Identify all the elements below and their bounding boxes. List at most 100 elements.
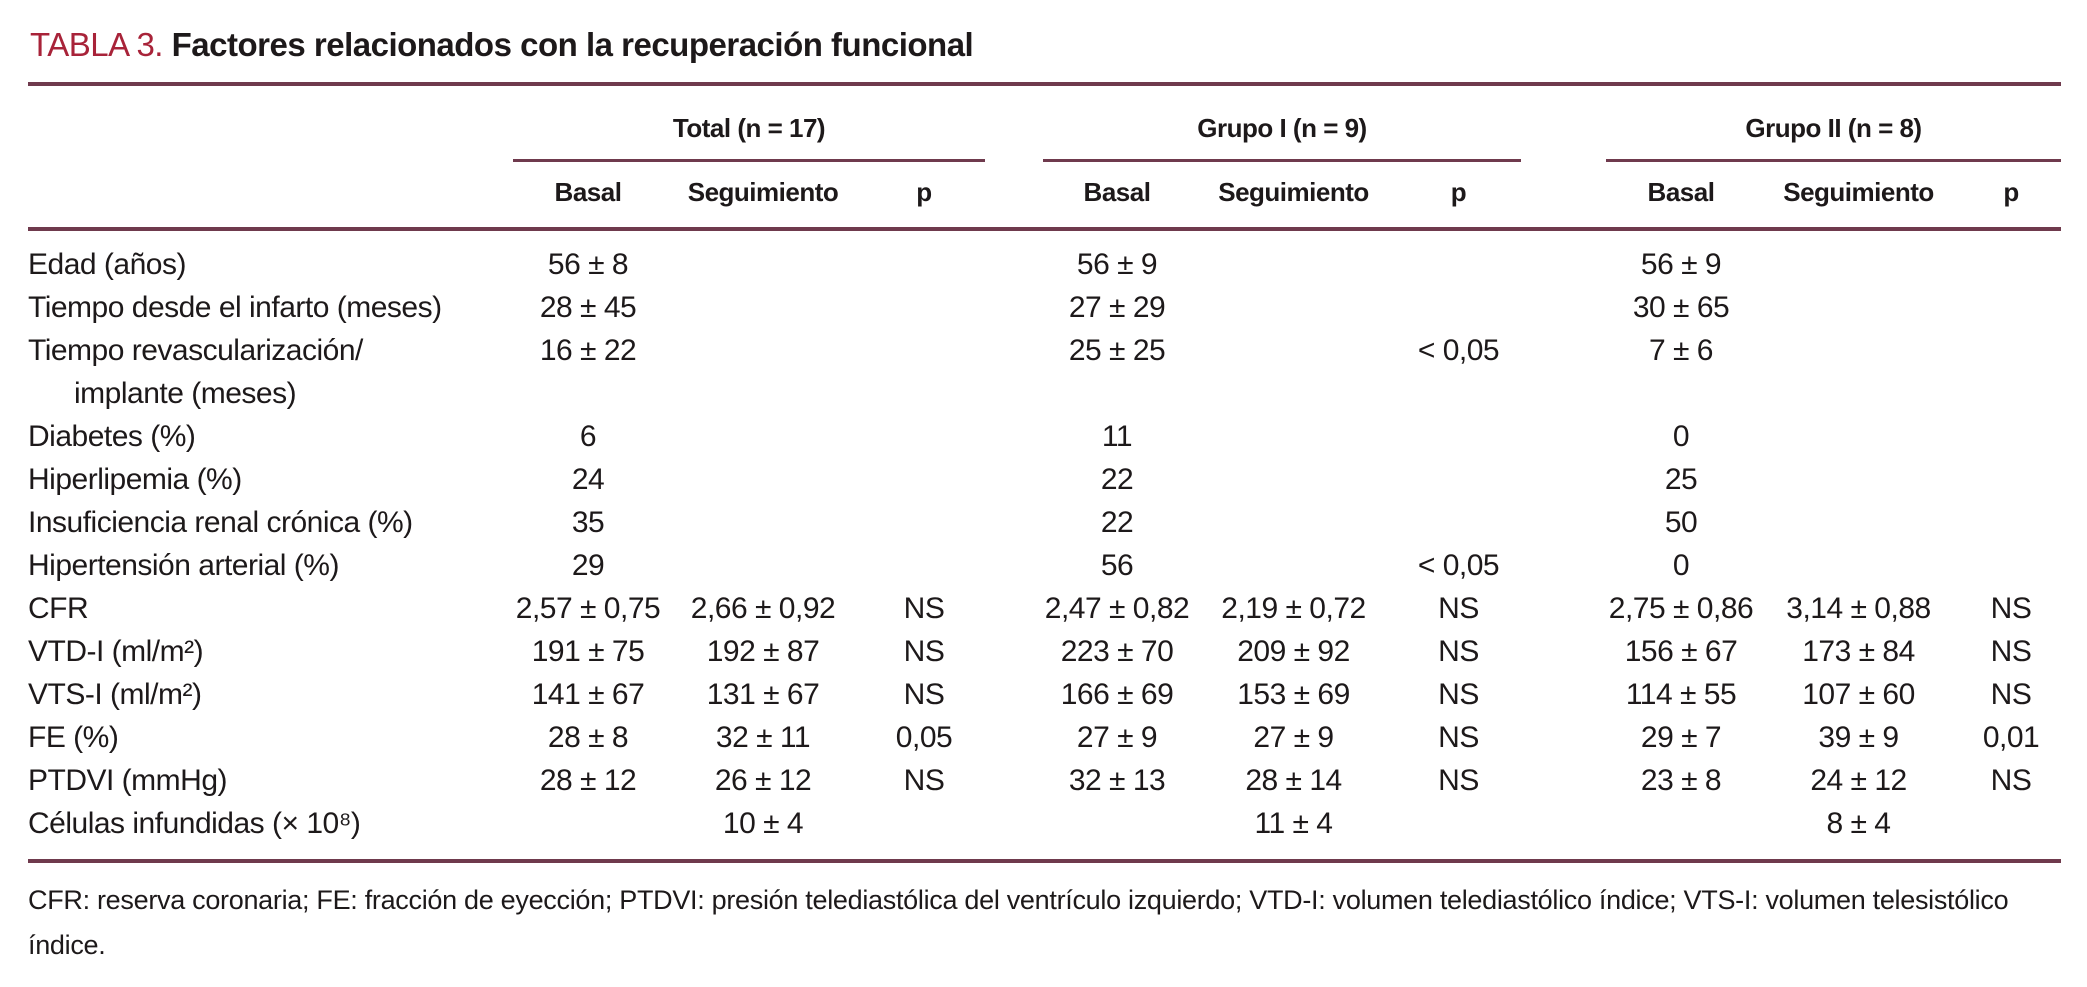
sub-header-p: p	[863, 160, 985, 231]
data-cell	[1961, 329, 2061, 415]
sub-gap-spacer	[1521, 160, 1606, 231]
table-number-label: TABLA 3.	[30, 26, 163, 63]
gap-cell	[985, 458, 1043, 501]
gap-cell	[985, 630, 1043, 673]
data-cell: NS	[1990, 635, 2032, 668]
data-cell: 0	[1672, 420, 1690, 453]
gap-cell	[985, 544, 1043, 587]
data-cell: 11 ± 4	[1254, 807, 1333, 840]
data-cell: NS	[1438, 592, 1479, 625]
row-label-line1: Tiempo desde el infarto (meses)	[28, 291, 442, 324]
table-row: Células infundidas (× 10⁸) 10 ± 4 11 ± 4 8 …	[28, 802, 2061, 861]
data-cell	[663, 286, 863, 329]
data-cell	[1756, 229, 1961, 286]
data-cell	[1756, 458, 1961, 501]
data-cell	[1396, 458, 1521, 501]
table-row: Insuficiencia renal crónica (%) 35 22 50	[28, 501, 2061, 544]
data-cell: 2,19 ± 0,72	[1221, 592, 1366, 625]
data-cell	[663, 329, 863, 415]
data-cell: 223 ± 70	[1060, 635, 1174, 668]
sub-header-p: p	[1396, 160, 1521, 231]
data-cell	[663, 415, 863, 458]
gap-cell	[985, 759, 1043, 802]
row-label: Células infundidas (× 10⁸)	[28, 802, 513, 861]
sub-header-seguimiento: Seguimiento	[663, 160, 863, 231]
data-cell	[1756, 544, 1961, 587]
gap-cell	[985, 802, 1043, 861]
sub-gap-spacer	[985, 160, 1043, 231]
sub-header-row: Basal Seguimiento p Basal Seguimiento p Basal S…	[28, 160, 2062, 231]
gap-cell	[985, 673, 1043, 716]
data-cell: 0,05	[895, 721, 953, 754]
data-cell: NS	[903, 678, 945, 711]
factors-table: Total (n = 17) Grupo I (n = 9) Grupo II (n…	[28, 82, 2062, 863]
data-cell: 173 ± 84	[1802, 635, 1915, 668]
data-cell	[863, 501, 985, 544]
row-label-line1: Células infundidas (× 10⁸)	[28, 807, 361, 840]
data-cell: 56	[1100, 549, 1134, 582]
data-cell: 35	[571, 506, 605, 539]
data-cell	[1191, 286, 1396, 329]
data-cell	[1961, 802, 2061, 861]
data-cell: 2,57 ± 0,75	[515, 592, 661, 625]
data-cell: 24 ± 12	[1810, 764, 1907, 797]
data-cell	[863, 415, 985, 458]
row-label-line1: Hiperlipemia (%)	[28, 463, 242, 496]
data-cell: NS	[1438, 635, 1479, 668]
data-cell: 56 ± 9	[1076, 248, 1158, 281]
data-cell: 191 ± 75	[531, 635, 645, 668]
data-cell	[863, 286, 985, 329]
row-label: Diabetes (%)	[28, 415, 513, 458]
data-cell: 25	[1664, 463, 1698, 496]
gap-cell	[1521, 759, 1606, 802]
data-cell	[1191, 415, 1396, 458]
row-label-line1: Diabetes (%)	[28, 420, 196, 453]
table-row: VTD-I (ml/m²) 191 ± 75 192 ± 87 NS 223 ± 70 2…	[28, 630, 2061, 673]
data-cell	[1961, 415, 2061, 458]
sub-header-seguimiento: Seguimiento	[1191, 160, 1396, 231]
gap-cell	[1521, 329, 1606, 415]
data-cell: 56 ± 8	[547, 248, 629, 281]
data-cell: 10 ± 4	[722, 807, 804, 840]
data-cell	[863, 802, 985, 861]
table-row: Hipertensión arterial (%) 29 56 < 0,05 0	[28, 544, 2061, 587]
sub-header-basal: Basal	[513, 160, 663, 231]
sub-header-basal: Basal	[1606, 160, 1756, 231]
data-cell	[1756, 329, 1961, 415]
data-cell: 153 ± 69	[1237, 678, 1350, 711]
data-cell	[513, 802, 663, 861]
data-cell: NS	[903, 592, 945, 625]
gap-cell	[985, 716, 1043, 759]
row-label: VTS-I (ml/m²)	[28, 673, 513, 716]
table-row: FE (%) 28 ± 8 32 ± 11 0,05 27 ± 9 27 ± 9 NS 29 …	[28, 716, 2061, 759]
data-cell	[1396, 415, 1521, 458]
data-cell: 22	[1100, 463, 1134, 496]
data-cell: 114 ± 55	[1625, 678, 1737, 711]
data-cell	[1191, 501, 1396, 544]
table-footnote: CFR: reserva coronaria; FE: fracción de …	[28, 885, 2009, 960]
data-cell	[863, 458, 985, 501]
gap-cell	[1521, 415, 1606, 458]
data-cell	[663, 544, 863, 587]
table-row: Tiempo desde el infarto (meses) 28 ± 45 27…	[28, 286, 2061, 329]
data-cell: < 0,05	[1417, 334, 1500, 367]
data-cell: 107 ± 60	[1802, 678, 1915, 711]
row-label: Edad (años)	[28, 229, 513, 286]
data-cell: NS	[1438, 721, 1479, 754]
group-header: Total (n = 17)	[513, 84, 985, 162]
data-cell: 28 ± 45	[539, 291, 637, 324]
data-cell	[1191, 544, 1396, 587]
gap-cell	[985, 329, 1043, 415]
group-header: Grupo I (n = 9)	[1043, 84, 1521, 162]
data-cell	[1396, 229, 1521, 286]
group-gap-spacer	[985, 84, 1043, 161]
data-cell: 7 ± 6	[1648, 334, 1714, 367]
row-label-line1: FE (%)	[28, 721, 119, 754]
row-label: VTD-I (ml/m²)	[28, 630, 513, 673]
data-cell: 26 ± 12	[714, 764, 812, 797]
table-row: CFR 2,57 ± 0,75 2,66 ± 0,92 NS 2,47 ± 0,82 2,…	[28, 587, 2061, 630]
table-row: PTDVI (mmHg) 28 ± 12 26 ± 12 NS 32 ± 13 28 ± …	[28, 759, 2061, 802]
table-row: Edad (años) 56 ± 8 56 ± 9 56 ± 9	[28, 229, 2061, 286]
row-label: FE (%)	[28, 716, 513, 759]
